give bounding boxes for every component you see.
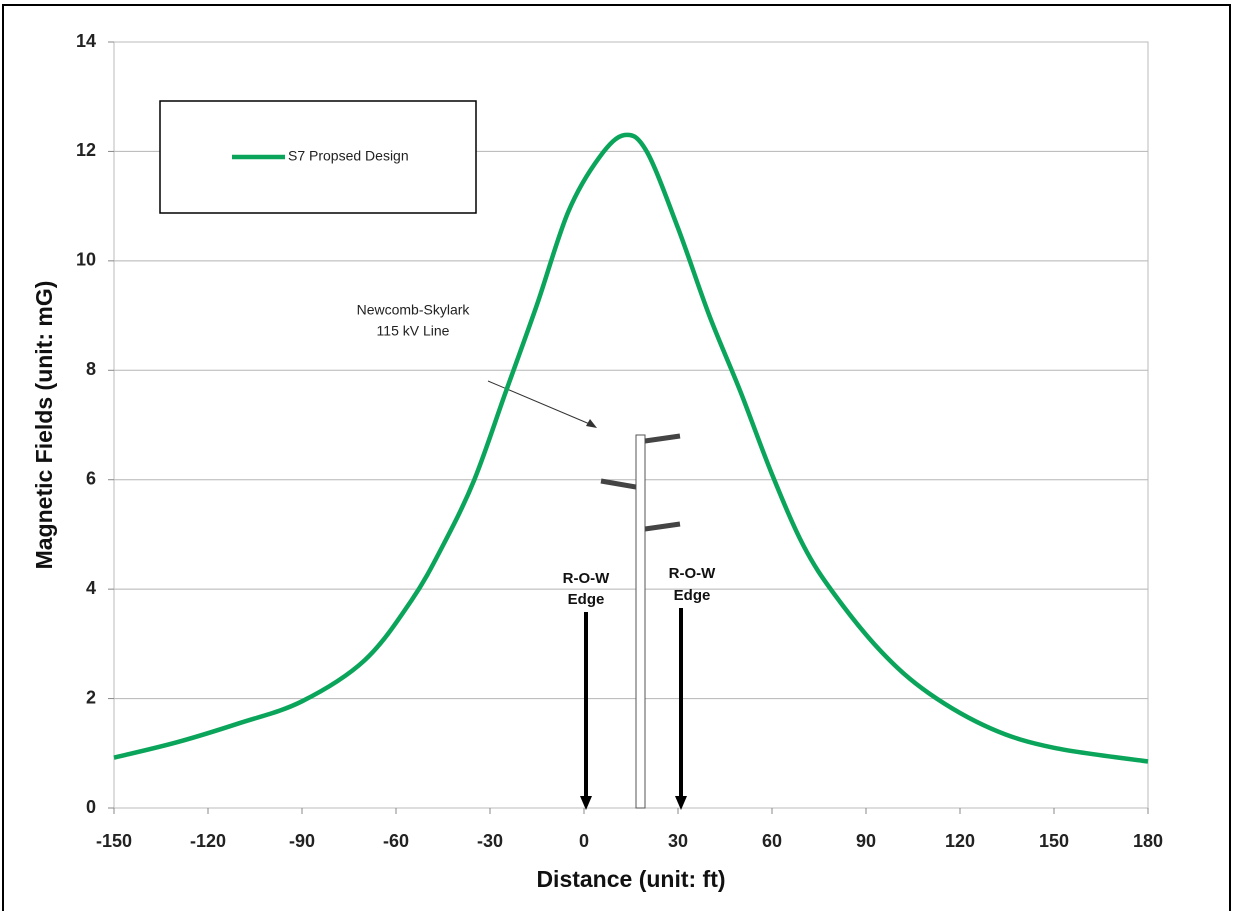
annotation: Edge (674, 587, 711, 604)
x-tick-label: -150 (96, 831, 132, 851)
annotation: 115 kV Line (377, 323, 450, 339)
x-tick-label: -60 (383, 831, 409, 851)
x-tick-label: 0 (579, 831, 589, 851)
y-tick-label: 12 (76, 140, 96, 160)
y-tick-label: 0 (86, 797, 96, 817)
x-tick-label: 90 (856, 831, 876, 851)
x-tick-label: -120 (190, 831, 226, 851)
y-tick-label: 2 (86, 687, 96, 707)
x-tick-label: -30 (477, 831, 503, 851)
x-tick-label: 30 (668, 831, 688, 851)
x-axis-title: Distance (unit: ft) (536, 866, 725, 892)
y-axis-title: Magnetic Fields (unit: mG) (31, 281, 57, 570)
y-tick-label: 6 (86, 468, 96, 488)
plot-area (113, 41, 1149, 809)
x-tick-label: 60 (762, 831, 782, 851)
y-tick-label: 10 (76, 250, 96, 270)
arrow-head (675, 796, 687, 810)
annotation: Edge (568, 591, 605, 608)
arrow-head (586, 419, 597, 428)
arrow-head (580, 796, 592, 810)
x-tick-label: -90 (289, 831, 315, 851)
x-tick-label: 150 (1039, 831, 1069, 851)
y-tick-label: 4 (86, 578, 96, 598)
x-tick-label: 120 (945, 831, 975, 851)
y-tick-label: 14 (76, 31, 96, 51)
pole (600, 433, 681, 809)
annotation: R-O-W (669, 565, 716, 582)
series-line (113, 132, 1149, 764)
legend-label: S7 Propsed Design (288, 148, 409, 164)
y-tick-label: 8 (86, 359, 96, 379)
x-tick-label: 180 (1133, 831, 1163, 851)
annotation: Newcomb-Skylark (357, 302, 471, 318)
legend (159, 100, 477, 214)
annotation: R-O-W (563, 570, 610, 587)
